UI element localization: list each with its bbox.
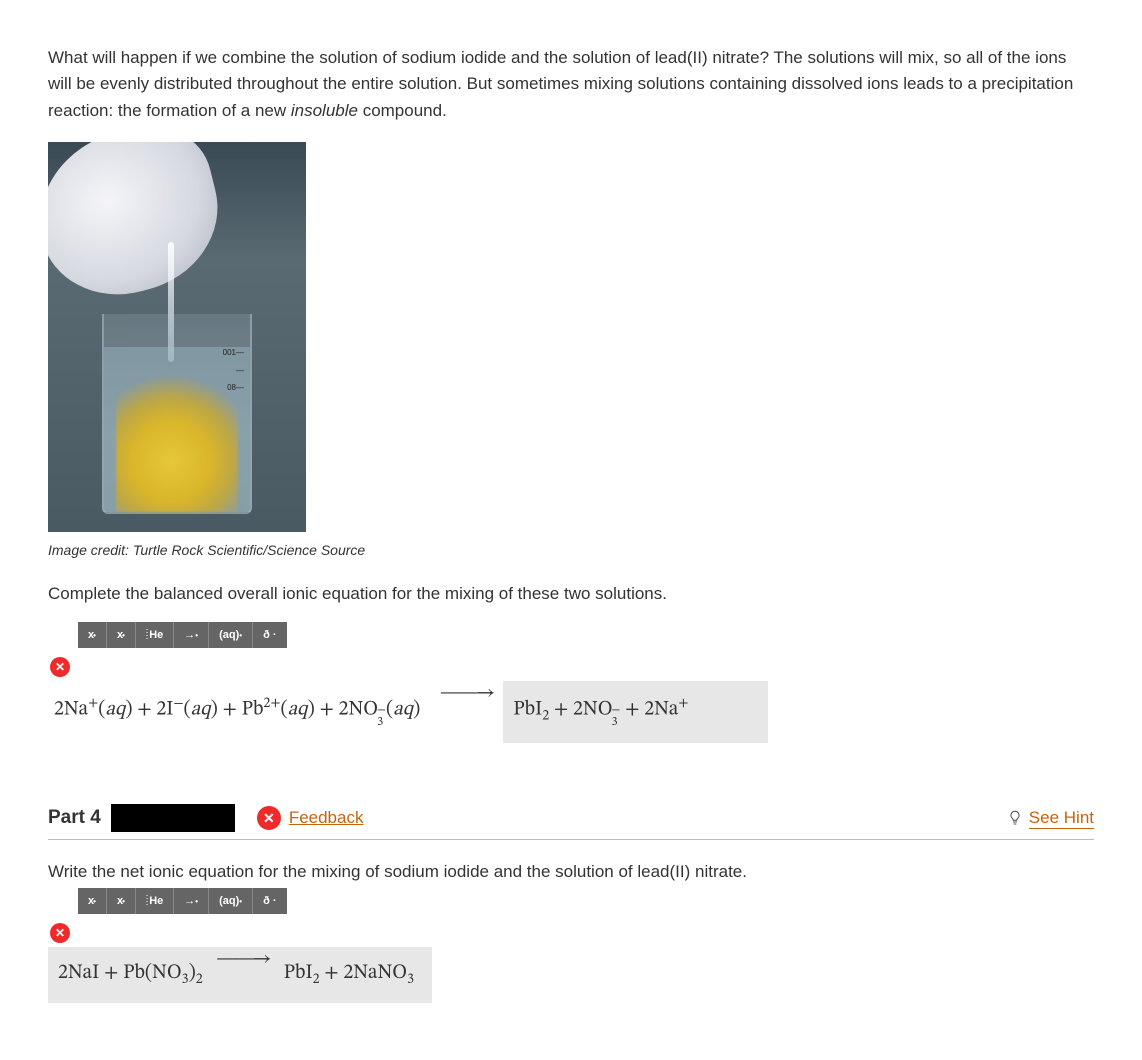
toolbar-delta[interactable]: ð · — [253, 888, 286, 914]
reaction-arrow: ——→ — [213, 947, 274, 1003]
toolbar-superscript[interactable]: x• — [78, 622, 107, 648]
incorrect-icon: ✕ — [50, 923, 70, 943]
toolbar-superscript[interactable]: x• — [78, 888, 107, 914]
toolbar-arrow[interactable]: →• — [174, 888, 209, 914]
equation2-rhs: PbI2 + 2NaNO3 — [274, 947, 432, 1003]
prompt-net-ionic: Write the net ionic equation for the mix… — [48, 862, 1094, 882]
part4-label: Part 4 — [48, 801, 107, 835]
glove-shape — [48, 142, 235, 311]
toolbar-isotope[interactable]: ::He — [136, 888, 174, 914]
prompt-overall-ionic: Complete the balanced overall ionic equa… — [48, 584, 1094, 604]
equation-toolbar: x• x• ::He →• (aq)• ð · — [48, 622, 1094, 656]
equation-net-ionic[interactable]: 2NaI + Pb(NO3)2 ——→ PbI2 + 2NaNO3 — [48, 947, 1094, 1003]
part4-header: Part 4 ✕ Feedback See Hint — [48, 801, 1094, 840]
beaker-markings: 001— — 08— — [223, 344, 244, 397]
toolbar-delta[interactable]: ð · — [253, 622, 286, 648]
see-hint-text: See Hint — [1029, 808, 1094, 829]
incorrect-icon: ✕ — [50, 657, 70, 677]
intro-text-before: What will happen if we combine the solut… — [48, 48, 1073, 120]
equation-toolbar-2: x• x• ::He →• (aq)• ð · — [48, 888, 1094, 922]
feedback-incorrect-icon: ✕ — [257, 806, 281, 830]
see-hint-button[interactable]: See Hint — [1007, 808, 1094, 829]
precipitation-photo: 001— — 08— — [48, 142, 306, 532]
toolbar-phase[interactable]: (aq)• — [209, 888, 253, 914]
intro-paragraph: What will happen if we combine the solut… — [48, 45, 1094, 124]
beaker: 001— — 08— — [102, 314, 252, 514]
equation-overall-ionic[interactable]: 2Na+(aq) + 2I−(aq) + Pb2+(aq) + 2NO−3(aq… — [48, 681, 1094, 743]
yellow-precipitate — [116, 367, 238, 512]
equation2-lhs: 2NaI + Pb(NO3)2 — [48, 947, 213, 1003]
lightbulb-icon — [1007, 810, 1023, 826]
intro-em: insoluble — [291, 101, 358, 120]
image-credit: Image credit: Turtle Rock Scientific/Sci… — [48, 542, 1094, 558]
reaction-arrow: ——→ — [430, 681, 503, 743]
toolbar-isotope[interactable]: ::He — [136, 622, 174, 648]
intro-text-after: compound. — [358, 101, 447, 120]
redacted-block — [111, 804, 235, 832]
toolbar-arrow[interactable]: →• — [174, 622, 209, 648]
feedback-link[interactable]: Feedback — [289, 808, 364, 828]
toolbar-subscript[interactable]: x• — [107, 622, 136, 648]
toolbar-subscript[interactable]: x• — [107, 888, 136, 914]
equation1-lhs: 2Na+(aq) + 2I−(aq) + Pb2+(aq) + 2NO−3(aq… — [48, 681, 430, 743]
equation1-rhs: PbI2 + 2NO−3 + 2Na+ — [503, 681, 768, 743]
toolbar-phase[interactable]: (aq)• — [209, 622, 253, 648]
